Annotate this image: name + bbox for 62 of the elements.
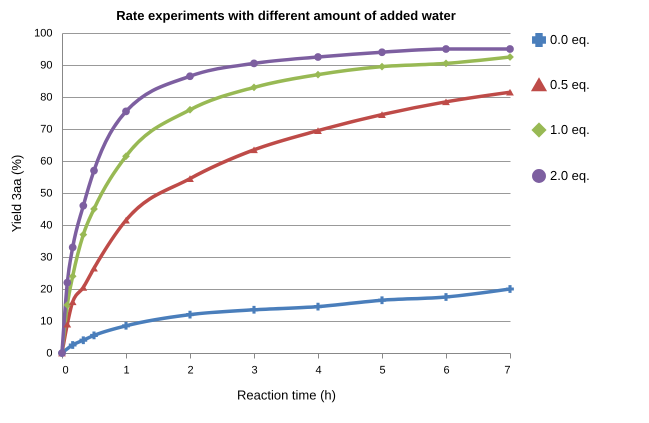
point — [90, 332, 98, 340]
point — [506, 285, 514, 293]
y-tick-label: 0 — [46, 348, 52, 360]
y-tick-label: 20 — [40, 284, 52, 296]
point — [314, 127, 322, 134]
point — [63, 301, 72, 309]
y-tick-label: 40 — [40, 220, 52, 232]
point — [79, 230, 88, 238]
point — [378, 111, 386, 118]
y-tick-label: 50 — [40, 188, 52, 200]
point — [79, 336, 88, 344]
legend-label: 0.0 eq. — [550, 32, 590, 47]
point — [442, 293, 450, 301]
y-axis-title: Yield 3aa (%) — [9, 154, 24, 232]
point — [90, 205, 98, 213]
point — [90, 264, 98, 272]
point — [314, 53, 322, 61]
point — [63, 278, 72, 286]
point — [250, 306, 258, 314]
x-tick-label: 6 — [443, 364, 450, 376]
point — [63, 320, 72, 328]
x-tick-label: 1 — [123, 364, 130, 376]
point — [68, 341, 77, 349]
point — [250, 60, 258, 68]
y-tick-label: 70 — [40, 124, 52, 136]
point — [186, 106, 194, 114]
point — [122, 108, 130, 116]
point — [68, 244, 77, 252]
point — [186, 310, 194, 318]
point — [186, 72, 194, 80]
point — [122, 322, 130, 330]
x-tick-label: 2 — [187, 364, 194, 376]
point — [90, 166, 98, 174]
y-tick-label: 30 — [40, 252, 52, 264]
legend-label: 1.0 eq. — [550, 122, 590, 137]
x-tick-label: 7 — [504, 364, 510, 376]
point — [314, 302, 322, 310]
point — [442, 45, 450, 53]
point — [250, 146, 258, 154]
y-tick-label: 10 — [40, 316, 52, 328]
x-tick-label: 0 — [62, 364, 69, 376]
x-tick-label: 4 — [315, 364, 322, 376]
point — [378, 296, 386, 304]
point — [378, 48, 386, 56]
y-tick-label: 60 — [40, 156, 52, 168]
point — [506, 45, 514, 53]
point — [250, 84, 258, 92]
y-tick-label: 80 — [40, 92, 52, 104]
x-tick-label: 5 — [379, 364, 386, 376]
point — [442, 98, 450, 106]
chart-title: Rate experiments with different amount of added water — [116, 8, 456, 23]
point — [186, 175, 194, 182]
point — [79, 202, 88, 210]
y-tick-label: 90 — [40, 60, 52, 72]
point — [506, 88, 514, 96]
x-axis-title: Reaction time (h) — [237, 388, 336, 402]
x-tick-label: 3 — [251, 364, 258, 376]
legend-label: 2.0 eq. — [550, 168, 590, 183]
point — [122, 152, 130, 160]
y-tick-label: 100 — [34, 28, 52, 40]
point — [506, 53, 514, 61]
legend-label: 0.5 eq. — [550, 77, 590, 92]
